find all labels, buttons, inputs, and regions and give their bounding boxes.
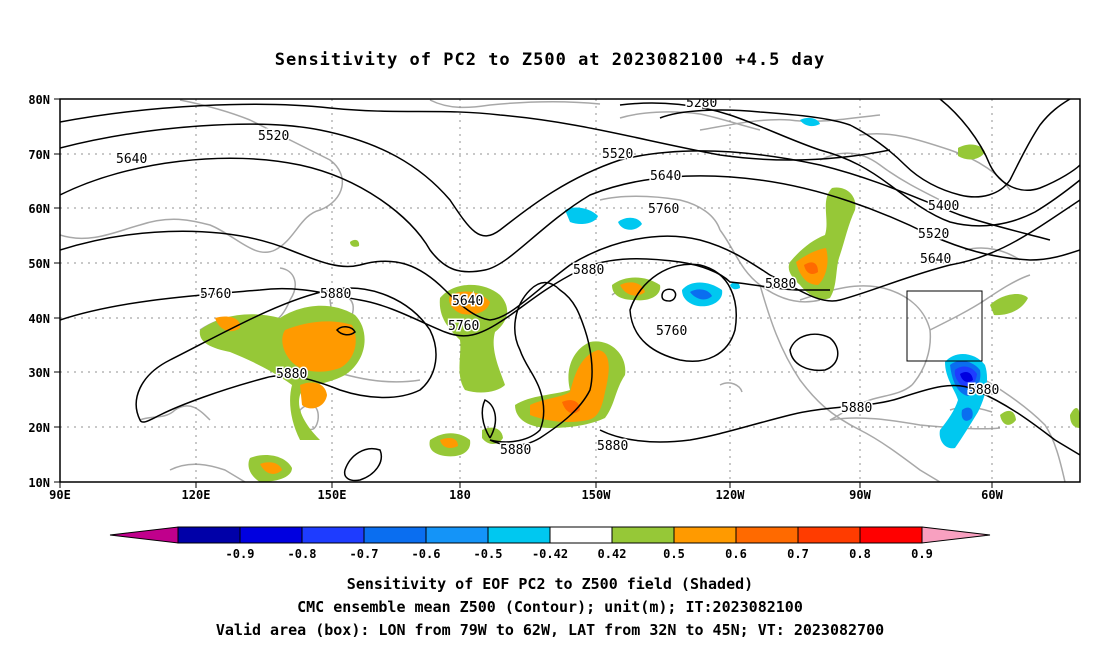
contour-label: 5640 — [116, 152, 147, 167]
colorbar-swatch — [487, 526, 551, 544]
colorbar-over-triangle — [921, 526, 991, 544]
lat-label: 30N — [28, 366, 50, 380]
colorbar-tick-label: -0.5 — [474, 547, 503, 561]
lon-label: 60W — [981, 488, 1003, 502]
colorbar-tick-label: 0.6 — [725, 547, 747, 561]
map-title: Sensitivity of PC2 to Z500 at 2023082100… — [274, 50, 826, 70]
negative-sensitivity — [565, 117, 988, 449]
colorbar-swatch — [425, 526, 489, 544]
lon-label: 120E — [182, 488, 211, 502]
contour-label: 5520 — [602, 147, 633, 162]
contour-label: 5760 — [200, 287, 231, 302]
contour-label: 5520 — [918, 227, 949, 242]
contour-label: 5280 — [686, 96, 717, 111]
colorbar-tick-label: -0.42 — [532, 547, 568, 561]
contour-label: 5760 — [656, 324, 687, 339]
lat-label: 70N — [28, 148, 50, 162]
contour-label: 5760 — [648, 202, 679, 217]
contour-label: 5880 — [320, 287, 351, 302]
colorbar-tick-label: 0.9 — [911, 547, 933, 561]
lat-label: 40N — [28, 312, 50, 326]
colorbar-tick-label: 0.8 — [849, 547, 871, 561]
contour-label: 5880 — [765, 277, 796, 292]
colorbar-tick-label: -0.9 — [226, 547, 255, 561]
colorbar-tick-label: -0.7 — [350, 547, 379, 561]
colorbar-tick-label: -0.8 — [288, 547, 317, 561]
lat-label: 50N — [28, 257, 50, 271]
colorbar-swatch — [859, 526, 923, 544]
colorbar-swatch — [797, 526, 861, 544]
contour-label: 5400 — [928, 199, 959, 214]
contour-label: 5640 — [920, 252, 951, 267]
lat-label: 20N — [28, 421, 50, 435]
lat-label: 80N — [28, 93, 50, 107]
caption-line-1: Sensitivity of EOF PC2 to Z500 field (Sh… — [346, 575, 754, 593]
colorbar-under-triangle — [109, 526, 179, 544]
contour-label: 5880 — [968, 383, 999, 398]
z500-contours — [60, 99, 1080, 482]
lon-label: 90E — [49, 488, 71, 502]
lat-label: 60N — [28, 202, 50, 216]
lon-label: 120W — [716, 488, 746, 502]
colorbar-swatch — [673, 526, 737, 544]
lon-label: 150E — [318, 488, 347, 502]
lat-label: 10N — [28, 476, 50, 490]
colorbar-tick-label: 0.42 — [598, 547, 627, 561]
positive-sensitivity — [199, 144, 1080, 482]
caption-line-3: Valid area (box): LON from 79W to 62W, L… — [215, 621, 885, 639]
contour-label: 5880 — [573, 263, 604, 278]
colorbar-swatch — [549, 526, 613, 544]
caption-line-2: CMC ensemble mean Z500 (Contour); unit(m… — [297, 598, 803, 616]
contour-label: 5880 — [500, 443, 531, 458]
contour-label: 5640 — [452, 294, 483, 309]
colorbar-swatch — [611, 526, 675, 544]
contour-label: 5760 — [448, 319, 479, 334]
colorbar-labels: -0.9 -0.8 -0.7 -0.6 -0.5 -0.42 0.42 0.5 0.6 0.7 0.… — [226, 547, 933, 561]
longitude-axis — [59, 482, 993, 488]
contour-label: 5640 — [650, 169, 681, 184]
contour-label-group: 5280 5520 5520 5400 5520 5640 5640 5640 … — [115, 96, 1001, 460]
contour-label: 5880 — [597, 439, 628, 454]
colorbar-tick-label: -0.6 — [412, 547, 441, 561]
map-frame — [59, 98, 1081, 483]
colorbar-tick-label: 0.7 — [787, 547, 809, 561]
colorbar-swatch — [363, 526, 427, 544]
colorbar-swatch — [301, 526, 365, 544]
lon-label: 150W — [582, 488, 612, 502]
coastlines — [60, 99, 1066, 482]
latitude-axis — [54, 98, 60, 483]
colorbar-swatch — [239, 526, 303, 544]
colorbar-tick-label: 0.5 — [663, 547, 685, 561]
valid-area-box — [906, 290, 983, 362]
colorbar-swatch — [735, 526, 799, 544]
contour-label: 5880 — [841, 401, 872, 416]
lon-label: 90W — [849, 488, 871, 502]
contour-label: 5880 — [276, 367, 307, 382]
colorbar-swatch — [177, 526, 241, 544]
contour-label: 5520 — [258, 129, 289, 144]
colorbar — [109, 526, 991, 544]
lon-label: 180 — [449, 488, 471, 502]
